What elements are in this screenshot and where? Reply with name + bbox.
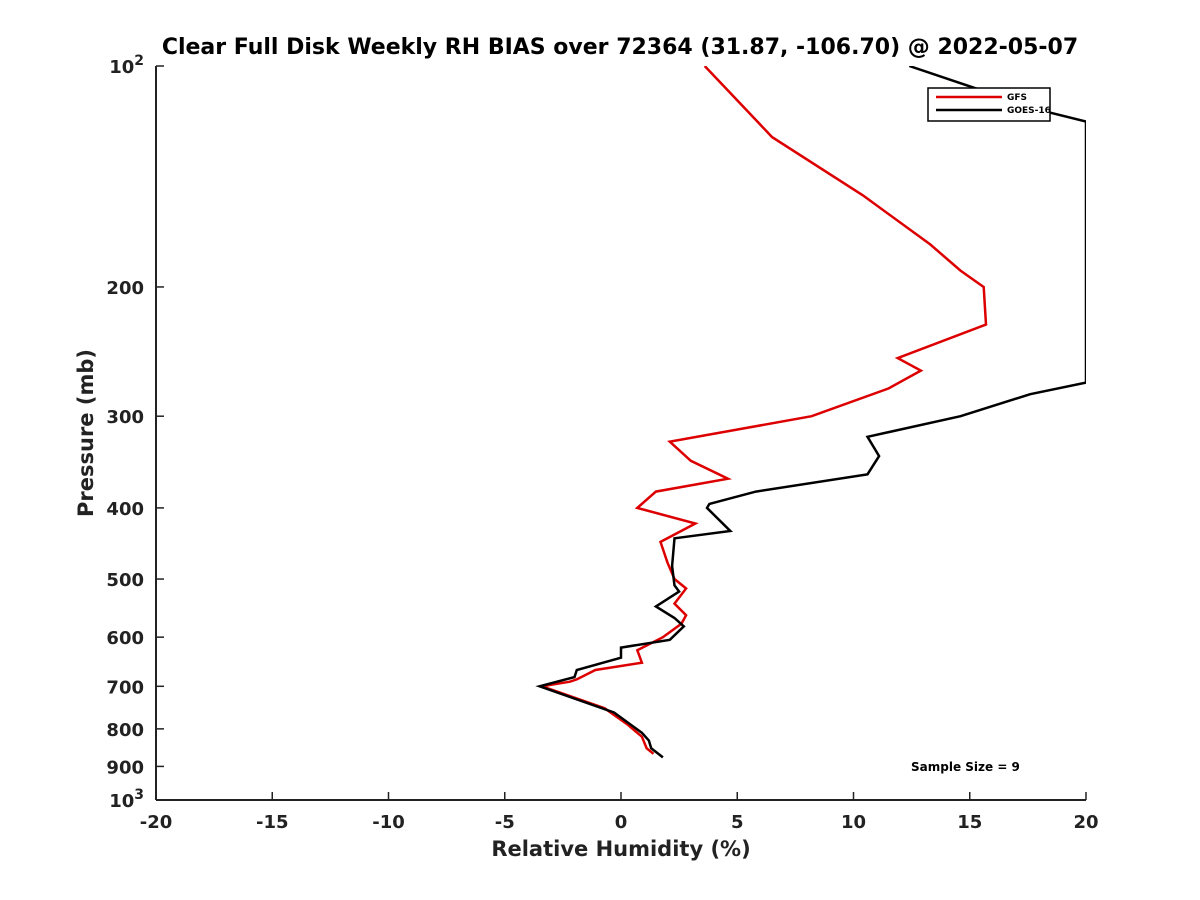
y-tick-label: 103 <box>109 787 144 812</box>
y-tick-label: 102 <box>109 53 144 78</box>
x-tick-label: 15 <box>957 812 982 833</box>
y-tick-label: 300 <box>106 407 144 428</box>
series-line-gfs <box>541 66 988 755</box>
series-line-goes16 <box>535 66 1086 759</box>
x-tick-label: -10 <box>372 812 405 833</box>
y-tick-label: 900 <box>106 757 144 778</box>
y-tick-label: 500 <box>106 570 144 591</box>
y-tick-label: 200 <box>106 278 144 299</box>
x-tick-label: 20 <box>1073 812 1098 833</box>
x-tick-label: -5 <box>495 812 515 833</box>
x-tick-label: 10 <box>841 812 866 833</box>
y-tick-label: 700 <box>106 677 144 698</box>
legend-label-gfs: GFS <box>1007 93 1027 103</box>
sample-size-annotation: Sample Size = 9 <box>911 760 1020 774</box>
y-tick-label: 800 <box>106 720 144 741</box>
chart-title: Clear Full Disk Weekly RH BIAS over 7236… <box>162 35 1078 60</box>
y-tick-label: 600 <box>106 628 144 649</box>
x-ticks: -20 -15 -10 -5 0 5 10 15 20 <box>140 792 1099 833</box>
legend: GFS GOES-16 <box>927 87 1051 122</box>
y-ticks: 102 200 300 400 500 600 700 800 900 103 <box>106 53 164 812</box>
y-axis-label: Pressure (mb) <box>74 349 98 517</box>
x-tick-label: 5 <box>731 812 744 833</box>
x-tick-label: -20 <box>140 812 173 833</box>
x-tick-label: -15 <box>256 812 289 833</box>
x-axis-label: Relative Humidity (%) <box>491 837 750 861</box>
y-tick-label: 400 <box>106 499 144 520</box>
legend-label-goes16: GOES-16 <box>1007 106 1051 116</box>
legend-box <box>927 87 1051 122</box>
data-layer <box>535 66 1086 759</box>
x-tick-label: 0 <box>615 812 628 833</box>
